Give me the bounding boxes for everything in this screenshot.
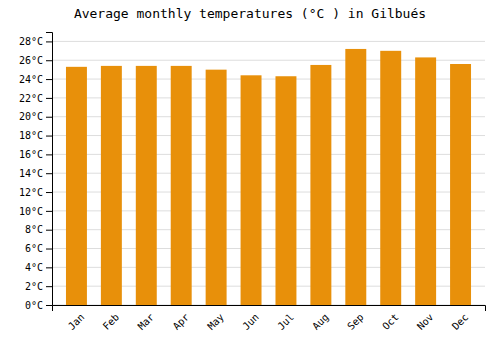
x-axis: Jan Feb Mar Apr May Jun Jul Aug Sep Oct Nov Dec <box>53 306 486 332</box>
bar <box>275 76 296 305</box>
x-tick: Sep <box>345 311 366 332</box>
grid-line <box>52 41 485 42</box>
x-tick-label: Sep <box>345 311 366 332</box>
y-tick: 26°C <box>19 55 52 66</box>
y-tick: 16°C <box>19 149 52 160</box>
x-tick: Oct <box>380 311 401 332</box>
y-axis: 0°C 2°C 4°C 6°C 8°C 10°C 12°C 14°C 16°C 18°C 20°C 2… <box>19 33 53 311</box>
y-tick: 28°C <box>19 36 52 47</box>
y-tick-mark <box>46 211 52 212</box>
y-tick-label: 0°C <box>25 300 43 311</box>
y-tick: 20°C <box>19 111 52 122</box>
x-tick: Aug <box>310 311 331 332</box>
y-tick-mark <box>46 154 52 155</box>
x-tick-label: Feb <box>101 311 122 332</box>
x-tick: May <box>205 311 226 332</box>
y-tick-mark <box>46 173 52 174</box>
bar <box>450 64 471 305</box>
bar <box>136 66 157 305</box>
y-tick: 8°C <box>25 224 52 235</box>
x-tick: Apr <box>171 311 192 332</box>
y-tick-mark <box>46 286 52 287</box>
y-tick-label: 26°C <box>19 55 43 66</box>
x-axis-line <box>53 306 486 312</box>
y-tick-label: 6°C <box>25 243 43 254</box>
y-tick-mark <box>46 305 52 306</box>
bars <box>66 49 471 305</box>
x-tick-label: Nov <box>415 311 436 332</box>
x-tick: Feb <box>101 311 122 332</box>
y-tick-label: 12°C <box>19 187 43 198</box>
y-tick: 0°C <box>25 300 52 311</box>
y-tick: 2°C <box>25 281 52 292</box>
y-tick: 6°C <box>25 243 52 254</box>
x-tick-label: Mar <box>136 311 157 332</box>
x-tick-label: Oct <box>380 311 401 332</box>
y-tick-mark <box>46 267 52 268</box>
y-tick-mark <box>46 41 52 42</box>
y-tick-mark <box>46 230 52 231</box>
bar <box>415 57 436 305</box>
x-tick: Nov <box>415 311 436 332</box>
y-tick: 12°C <box>19 187 52 198</box>
y-tick: 22°C <box>19 93 52 104</box>
y-tick: 14°C <box>19 168 52 179</box>
x-tick-label: May <box>205 311 226 332</box>
y-tick-label: 16°C <box>19 149 43 160</box>
y-axis-line <box>46 33 53 306</box>
y-tick-label: 4°C <box>25 262 43 273</box>
y-tick-mark <box>46 98 52 99</box>
y-tick: 24°C <box>19 74 52 85</box>
x-tick-label: Apr <box>171 311 192 332</box>
x-tick: Jun <box>240 311 261 332</box>
y-tick-label: 24°C <box>19 74 43 85</box>
x-tick-label: Jun <box>240 311 261 332</box>
bar <box>206 70 227 305</box>
title: Average monthly temperatures (°C ) in Gi… <box>74 6 426 21</box>
y-tick-mark <box>46 192 52 193</box>
y-tick-label: 2°C <box>25 281 43 292</box>
bar <box>380 51 401 305</box>
y-tick-label: 14°C <box>19 168 43 179</box>
y-tick-mark <box>46 79 52 80</box>
bar <box>101 66 122 305</box>
x-tick-label: Jan <box>66 311 87 332</box>
x-tick: Dec <box>450 311 471 332</box>
x-tick-label: Aug <box>310 311 331 332</box>
chart: Average monthly temperatures (°C ) in Gi… <box>0 0 500 350</box>
grid <box>52 41 485 305</box>
y-tick-mark <box>46 60 52 61</box>
y-tick: 18°C <box>19 130 52 141</box>
y-tick-mark <box>46 117 52 118</box>
bar <box>241 75 262 305</box>
y-tick-label: 28°C <box>19 36 43 47</box>
y-tick-label: 8°C <box>25 224 43 235</box>
y-tick: 4°C <box>25 262 52 273</box>
y-tick: 10°C <box>19 206 52 217</box>
x-tick-label: Jul <box>275 311 296 332</box>
y-tick-mark <box>46 249 52 250</box>
y-tick-label: 22°C <box>19 93 43 104</box>
x-tick: Mar <box>136 311 157 332</box>
bar <box>171 66 192 305</box>
y-tick-label: 18°C <box>19 130 43 141</box>
bar <box>310 65 331 305</box>
plot: 0°C 2°C 4°C 6°C 8°C 10°C 12°C 14°C 16°C 18°C 20°C 2… <box>19 33 486 332</box>
x-tick: Jan <box>66 311 87 332</box>
x-tick: Jul <box>275 311 296 332</box>
x-tick-label: Dec <box>450 311 471 332</box>
y-tick-label: 20°C <box>19 111 43 122</box>
y-tick-label: 10°C <box>19 206 43 217</box>
bar <box>66 67 87 305</box>
y-tick-mark <box>46 136 52 137</box>
bar <box>345 49 366 305</box>
